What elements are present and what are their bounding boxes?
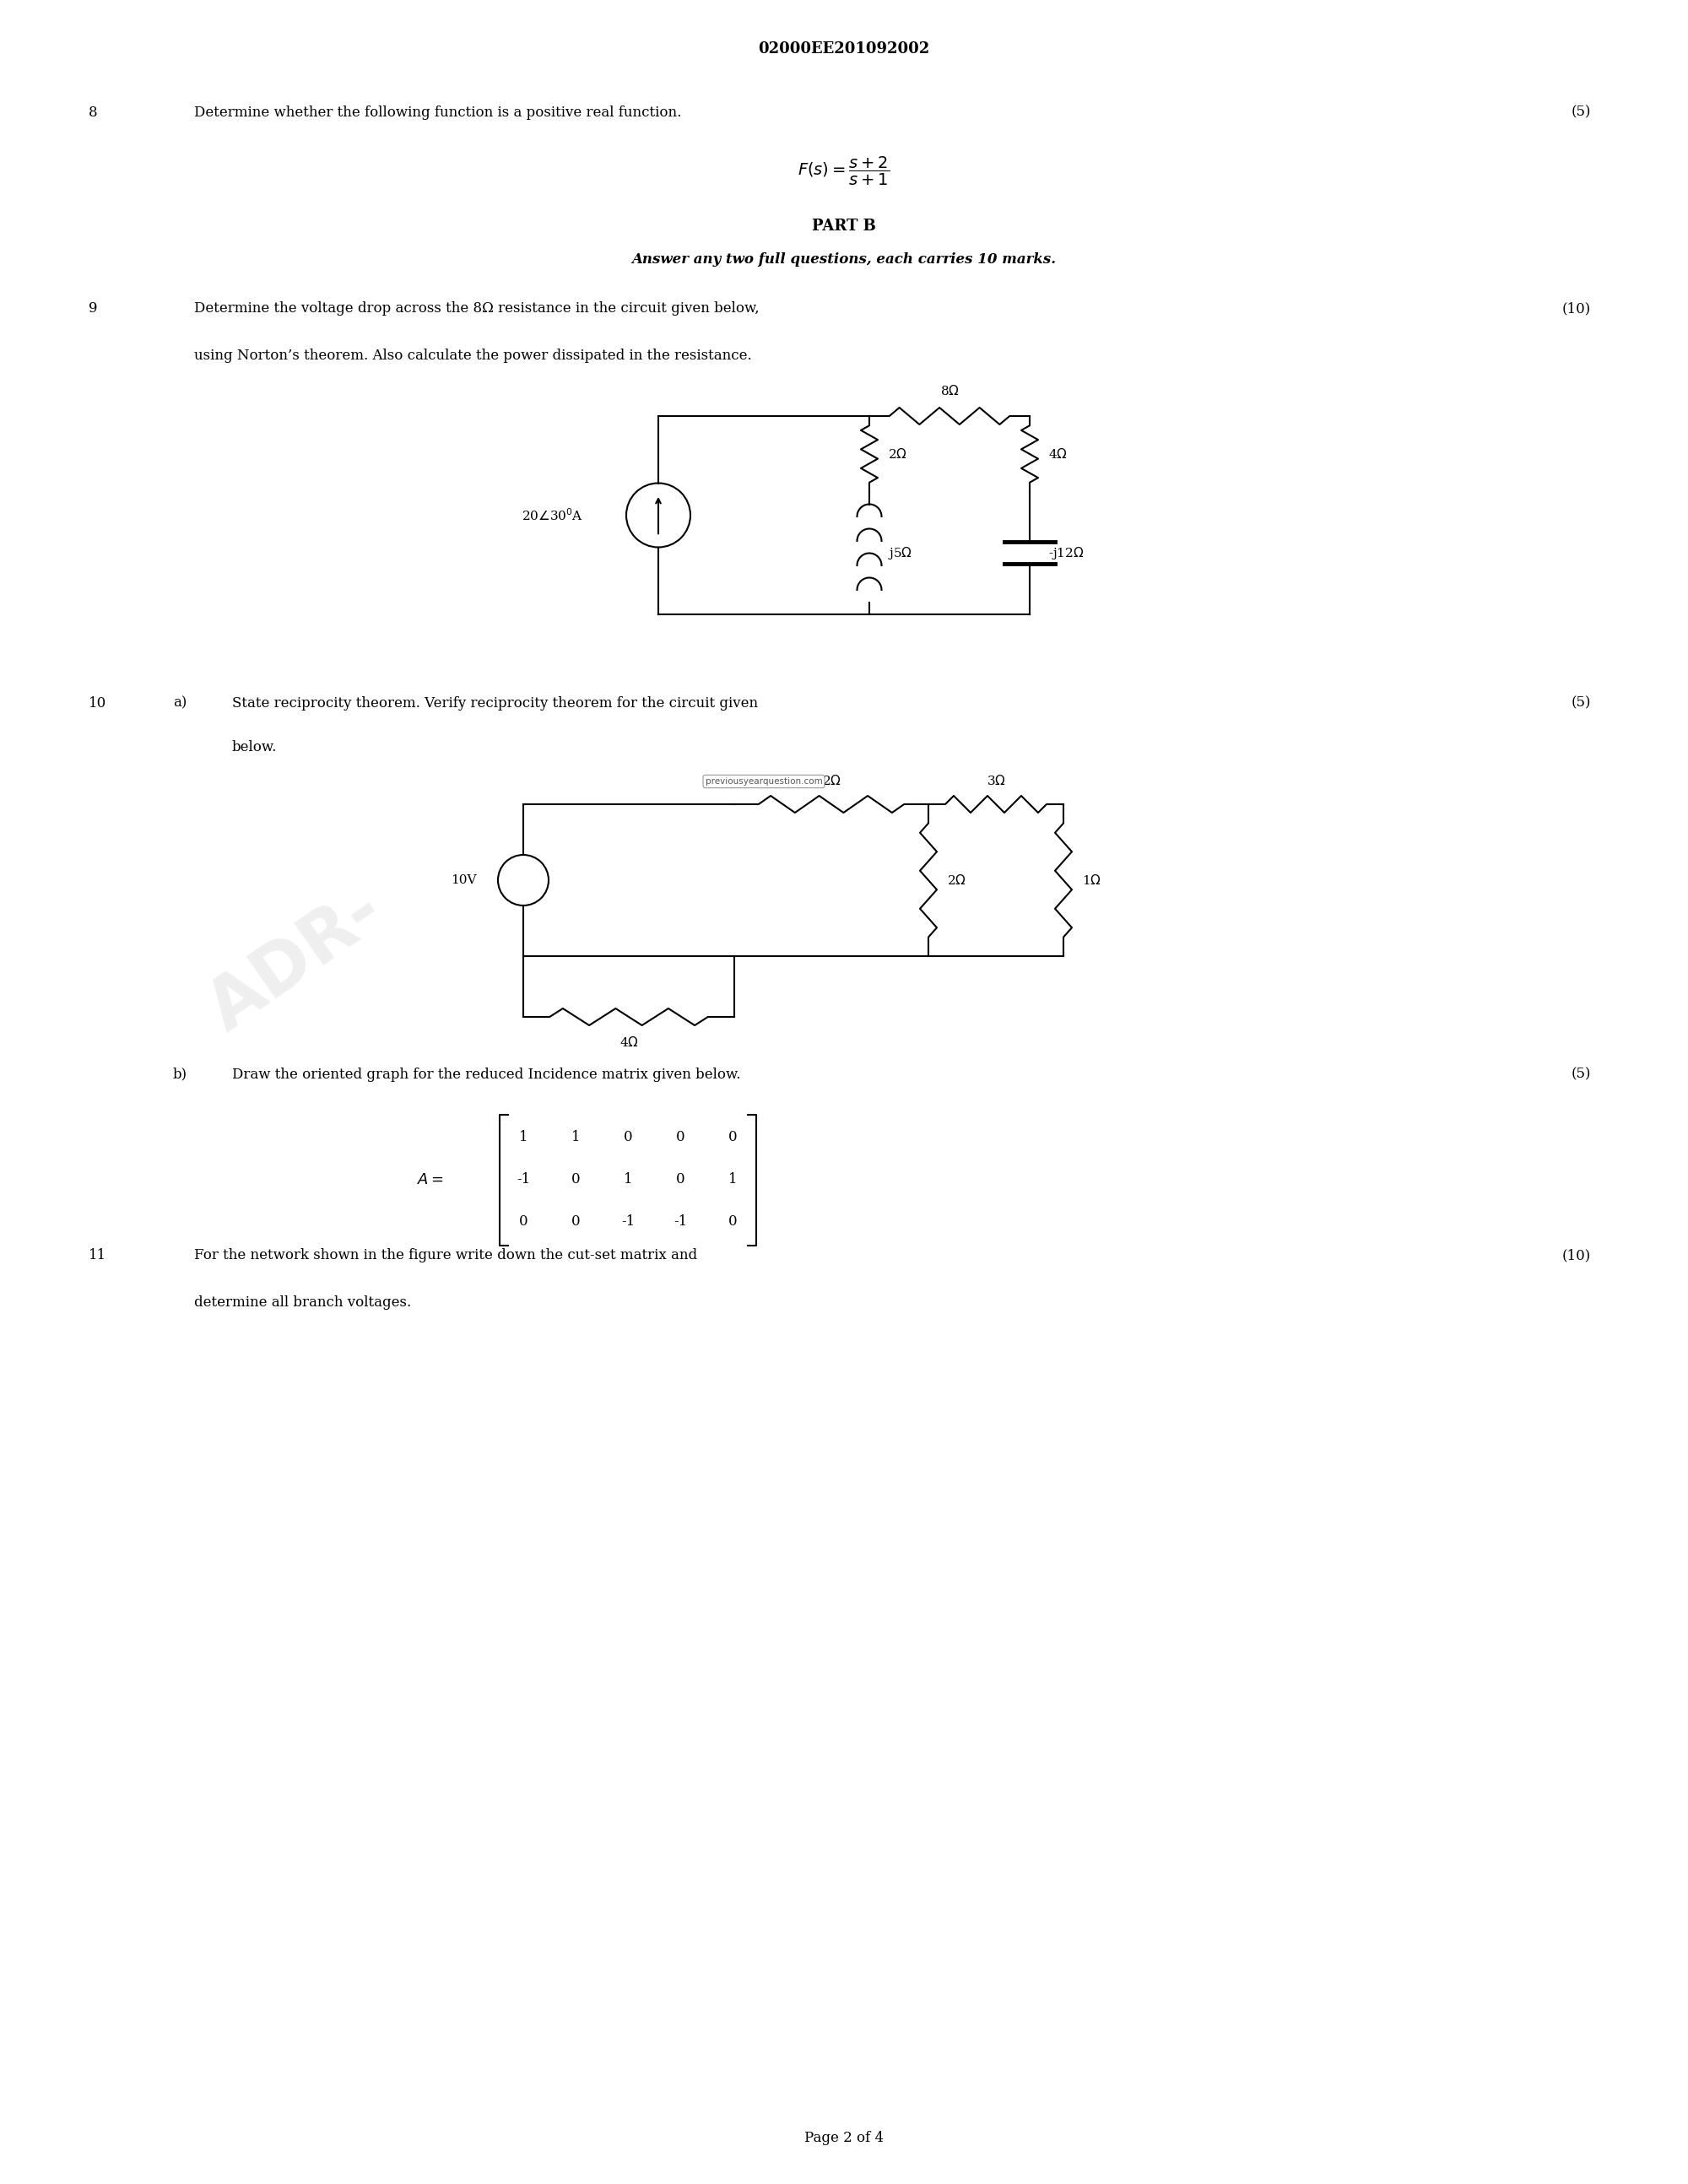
Text: 11: 11 [88, 1249, 106, 1262]
Text: 1$\Omega$: 1$\Omega$ [1082, 874, 1101, 887]
Text: 0: 0 [675, 1131, 685, 1144]
Text: $A =$: $A =$ [417, 1173, 444, 1188]
Text: 4$\Omega$: 4$\Omega$ [1048, 448, 1067, 461]
Text: State reciprocity theorem. Verify reciprocity theorem for the circuit given: State reciprocity theorem. Verify recipr… [233, 697, 758, 710]
Text: Page 2 of 4: Page 2 of 4 [803, 2129, 885, 2145]
Text: (10): (10) [1561, 1249, 1592, 1262]
Text: a): a) [172, 697, 187, 710]
Text: 2$\Omega$: 2$\Omega$ [947, 874, 966, 887]
Text: -j12$\Omega$: -j12$\Omega$ [1048, 546, 1084, 561]
Text: 10: 10 [88, 697, 106, 710]
Text: (5): (5) [1572, 105, 1592, 120]
Text: 1: 1 [518, 1131, 528, 1144]
Text: PART B: PART B [812, 218, 876, 234]
Text: Determine whether the following function is a positive real function.: Determine whether the following function… [194, 105, 682, 120]
Text: -1: -1 [517, 1173, 530, 1186]
Text: 0: 0 [728, 1214, 738, 1230]
Text: 10V: 10V [451, 874, 478, 887]
Text: j5$\Omega$: j5$\Omega$ [888, 546, 913, 561]
Text: ADR-: ADR- [196, 876, 395, 1044]
Text: -1: -1 [674, 1214, 687, 1230]
Text: Determine the voltage drop across the 8Ω resistance in the circuit given below,: Determine the voltage drop across the 8Ω… [194, 301, 760, 317]
Text: 9: 9 [88, 301, 98, 317]
Text: b): b) [172, 1068, 187, 1081]
Text: (5): (5) [1572, 1068, 1592, 1081]
Text: using Norton’s theorem. Also calculate the power dissipated in the resistance.: using Norton’s theorem. Also calculate t… [194, 347, 751, 363]
Text: 02000EE201092002: 02000EE201092002 [758, 41, 930, 57]
Text: -1: -1 [621, 1214, 635, 1230]
Text: 4$\Omega$: 4$\Omega$ [619, 1035, 638, 1048]
Text: below.: below. [233, 740, 277, 753]
Text: 0: 0 [571, 1173, 581, 1186]
Text: 0: 0 [571, 1214, 581, 1230]
Text: 0: 0 [728, 1131, 738, 1144]
Text: 2$\Omega$: 2$\Omega$ [822, 773, 841, 788]
Text: (5): (5) [1572, 697, 1592, 710]
Text: 1: 1 [728, 1173, 738, 1186]
Text: determine all branch voltages.: determine all branch voltages. [194, 1295, 412, 1308]
Text: 2$\Omega$: 2$\Omega$ [888, 448, 906, 461]
Text: Answer any two full questions, each carries 10 marks.: Answer any two full questions, each carr… [631, 253, 1057, 266]
Text: 0: 0 [623, 1131, 633, 1144]
Text: 0: 0 [675, 1173, 685, 1186]
Text: Draw the oriented graph for the reduced Incidence matrix given below.: Draw the oriented graph for the reduced … [233, 1068, 741, 1081]
Text: $F(s) = \dfrac{s + 2}{s + 1}$: $F(s) = \dfrac{s + 2}{s + 1}$ [798, 155, 890, 188]
Text: 0: 0 [518, 1214, 528, 1230]
Text: 3$\Omega$: 3$\Omega$ [986, 773, 1006, 788]
Text: For the network shown in the figure write down the cut-set matrix and: For the network shown in the figure writ… [194, 1249, 697, 1262]
Text: previousyearquestion.com: previousyearquestion.com [706, 778, 822, 786]
Text: 1: 1 [623, 1173, 633, 1186]
Text: 1: 1 [571, 1131, 581, 1144]
Text: 20$\angle$30$^0$A: 20$\angle$30$^0$A [522, 507, 584, 524]
Text: 8$\Omega$: 8$\Omega$ [940, 384, 959, 397]
Text: (10): (10) [1561, 301, 1592, 317]
Text: 8: 8 [88, 105, 98, 120]
